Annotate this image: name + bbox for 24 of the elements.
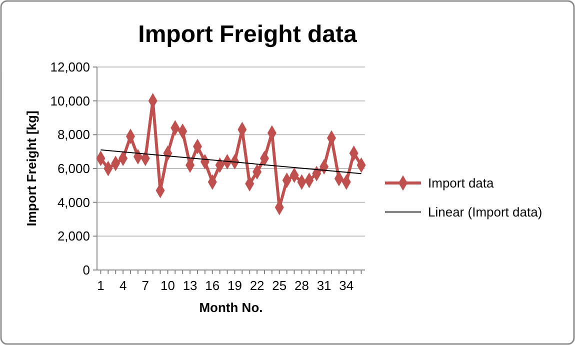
y-tick-label: 6,000 — [57, 161, 90, 176]
x-tick-label: 10 — [160, 278, 175, 293]
x-tick-label: 22 — [250, 278, 264, 293]
legend-label: Linear (Import data) — [428, 204, 542, 220]
y-tick-label: 4,000 — [57, 194, 90, 210]
x-tick-label: 19 — [227, 278, 242, 293]
x-tick-label: 4 — [119, 278, 127, 293]
y-tick-label: 8,000 — [57, 127, 90, 142]
y-tick-label: 0 — [82, 262, 90, 278]
chart-title: Import Freight data — [138, 21, 358, 48]
x-tick-label: 7 — [142, 278, 150, 293]
x-tick-label: 34 — [339, 278, 354, 293]
y-tick-label: 10,000 — [50, 93, 90, 108]
y-axis-title: Import Freight [kg] — [24, 110, 39, 226]
x-tick-label: 16 — [205, 278, 220, 293]
x-tick-label: 25 — [272, 278, 287, 293]
x-tick-label: 13 — [182, 278, 198, 293]
y-tick-label: 2,000 — [57, 228, 90, 244]
y-tick-label: 12,000 — [50, 60, 90, 75]
x-axis-title: Month No. — [199, 300, 263, 315]
x-tick-label: 28 — [294, 278, 309, 293]
x-tick-label: 1 — [97, 278, 104, 293]
x-tick-label: 31 — [316, 278, 332, 293]
legend-label: Import data — [428, 176, 495, 191]
